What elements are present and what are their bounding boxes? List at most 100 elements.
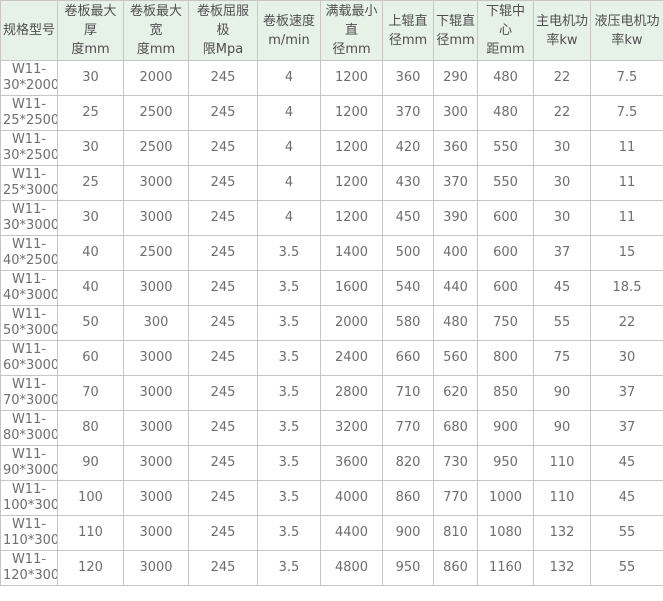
header-row: 规格型号 卷板最大厚 度mm 卷板最大宽 度mm 卷板屈服极 限Mpa 卷板速度 m/m…	[0, 0, 663, 61]
cell-max-thickness: 70	[57, 375, 124, 411]
table-row: W11- 110*300011030002453.544009008101080…	[0, 515, 663, 551]
cell-main-motor-power: 55	[533, 305, 591, 341]
cell-yield-limit: 245	[188, 165, 258, 201]
cell-hydraulic-motor-power: 11	[590, 165, 663, 201]
cell-upper-roller-diameter: 500	[382, 235, 434, 271]
column-header-hydraulic-motor-power: 液压电机功 率kw	[590, 0, 663, 61]
cell-yield-limit: 245	[188, 305, 258, 341]
cell-max-thickness: 40	[57, 235, 124, 271]
cell-main-motor-power: 75	[533, 340, 591, 376]
cell-hydraulic-motor-power: 7.5	[590, 60, 663, 96]
cell-yield-limit: 245	[188, 130, 258, 166]
cell-min-diameter-full-load: 1200	[320, 200, 383, 236]
cell-rolling-speed: 4	[257, 165, 321, 201]
cell-yield-limit: 245	[188, 340, 258, 376]
model-cell: W11- 30*2000	[0, 60, 58, 96]
model-cell: W11- 120*3000	[0, 550, 58, 586]
cell-min-diameter-full-load: 4400	[320, 515, 383, 551]
table-row: W11- 30*2000 30 2000 245 4 1200 360 290 480 22 7.5	[0, 60, 663, 96]
cell-min-diameter-full-load: 1400	[320, 235, 383, 271]
cell-max-thickness: 30	[57, 130, 124, 166]
cell-lower-roller-center-distance: 600	[477, 235, 534, 271]
cell-max-thickness: 40	[57, 270, 124, 306]
table-row: W11- 80*3000 80 3000 245 3.5 3200 770 680 900 90 3…	[0, 410, 663, 446]
cell-upper-roller-diameter: 660	[382, 340, 434, 376]
cell-upper-roller-diameter: 430	[382, 165, 434, 201]
cell-upper-roller-diameter: 770	[382, 410, 434, 446]
cell-lower-roller-center-distance: 950	[477, 445, 534, 481]
cell-max-width: 3000	[123, 165, 189, 201]
cell-lower-roller-diameter: 370	[433, 165, 478, 201]
cell-hydraulic-motor-power: 11	[590, 200, 663, 236]
cell-min-diameter-full-load: 3200	[320, 410, 383, 446]
cell-max-width: 3000	[123, 270, 189, 306]
table-row: W11- 30*2500 30 2500 245 4 1200 420 360 550 30 11	[0, 130, 663, 166]
model-cell: W11- 50*3000	[0, 305, 58, 341]
cell-lower-roller-diameter: 440	[433, 270, 478, 306]
cell-upper-roller-diameter: 710	[382, 375, 434, 411]
cell-max-width: 3000	[123, 200, 189, 236]
cell-main-motor-power: 45	[533, 270, 591, 306]
cell-hydraulic-motor-power: 55	[590, 515, 663, 551]
cell-lower-roller-diameter: 620	[433, 375, 478, 411]
cell-max-width: 3000	[123, 550, 189, 586]
table-header: 规格型号 卷板最大厚 度mm 卷板最大宽 度mm 卷板屈服极 限Mpa 卷板速度 m/m…	[0, 0, 663, 61]
cell-hydraulic-motor-power: 45	[590, 445, 663, 481]
column-header-yield-limit: 卷板屈服极 限Mpa	[188, 0, 258, 61]
cell-max-thickness: 90	[57, 445, 124, 481]
cell-upper-roller-diameter: 860	[382, 480, 434, 516]
cell-min-diameter-full-load: 1200	[320, 95, 383, 131]
cell-lower-roller-center-distance: 600	[477, 200, 534, 236]
model-cell: W11- 110*3000	[0, 515, 58, 551]
cell-max-thickness: 60	[57, 340, 124, 376]
cell-upper-roller-diameter: 360	[382, 60, 434, 96]
cell-yield-limit: 245	[188, 60, 258, 96]
cell-rolling-speed: 3.5	[257, 445, 321, 481]
cell-min-diameter-full-load: 2400	[320, 340, 383, 376]
model-cell: W11- 25*3000	[0, 165, 58, 201]
cell-max-width: 3000	[123, 340, 189, 376]
cell-rolling-speed: 4	[257, 60, 321, 96]
cell-hydraulic-motor-power: 7.5	[590, 95, 663, 131]
cell-hydraulic-motor-power: 37	[590, 410, 663, 446]
cell-max-thickness: 100	[57, 480, 124, 516]
model-cell: W11- 30*3000	[0, 200, 58, 236]
cell-min-diameter-full-load: 1600	[320, 270, 383, 306]
cell-max-width: 2000	[123, 60, 189, 96]
model-cell: W11- 70*3000	[0, 375, 58, 411]
table-row: W11- 30*3000 30 3000 245 4 1200 450 390 600 30 11	[0, 200, 663, 236]
cell-lower-roller-diameter: 680	[433, 410, 478, 446]
cell-rolling-speed: 4	[257, 200, 321, 236]
cell-rolling-speed: 3.5	[257, 515, 321, 551]
cell-rolling-speed: 3.5	[257, 305, 321, 341]
table-row: W11- 40*3000 40 3000 245 3.5 1600 540 440 600 45 1…	[0, 270, 663, 306]
cell-max-width: 2500	[123, 235, 189, 271]
column-header-lower-roller-diameter: 下辊直 径mm	[433, 0, 478, 61]
cell-lower-roller-center-distance: 1160	[477, 550, 534, 586]
cell-yield-limit: 245	[188, 515, 258, 551]
cell-main-motor-power: 37	[533, 235, 591, 271]
cell-max-width: 2500	[123, 130, 189, 166]
cell-upper-roller-diameter: 950	[382, 550, 434, 586]
cell-max-thickness: 30	[57, 200, 124, 236]
cell-main-motor-power: 22	[533, 95, 591, 131]
cell-max-width: 300	[123, 305, 189, 341]
model-cell: W11- 60*3000	[0, 340, 58, 376]
cell-hydraulic-motor-power: 45	[590, 480, 663, 516]
column-header-rolling-speed: 卷板速度 m/min	[257, 0, 321, 61]
cell-lower-roller-center-distance: 800	[477, 340, 534, 376]
cell-lower-roller-center-distance: 750	[477, 305, 534, 341]
cell-main-motor-power: 90	[533, 375, 591, 411]
cell-min-diameter-full-load: 1200	[320, 130, 383, 166]
table-row: W11- 25*2500 25 2500 245 4 1200 370 300 480 22 7.5	[0, 95, 663, 131]
cell-lower-roller-center-distance: 550	[477, 130, 534, 166]
table-row: W11- 70*3000 70 3000 245 3.5 2800 710 620 850 90 3…	[0, 375, 663, 411]
cell-hydraulic-motor-power: 22	[590, 305, 663, 341]
cell-main-motor-power: 30	[533, 200, 591, 236]
cell-lower-roller-diameter: 860	[433, 550, 478, 586]
cell-rolling-speed: 3.5	[257, 410, 321, 446]
cell-min-diameter-full-load: 3600	[320, 445, 383, 481]
cell-main-motor-power: 110	[533, 445, 591, 481]
table-row: W11- 25*3000 25 3000 245 4 1200 430 370 550 30 11	[0, 165, 663, 201]
